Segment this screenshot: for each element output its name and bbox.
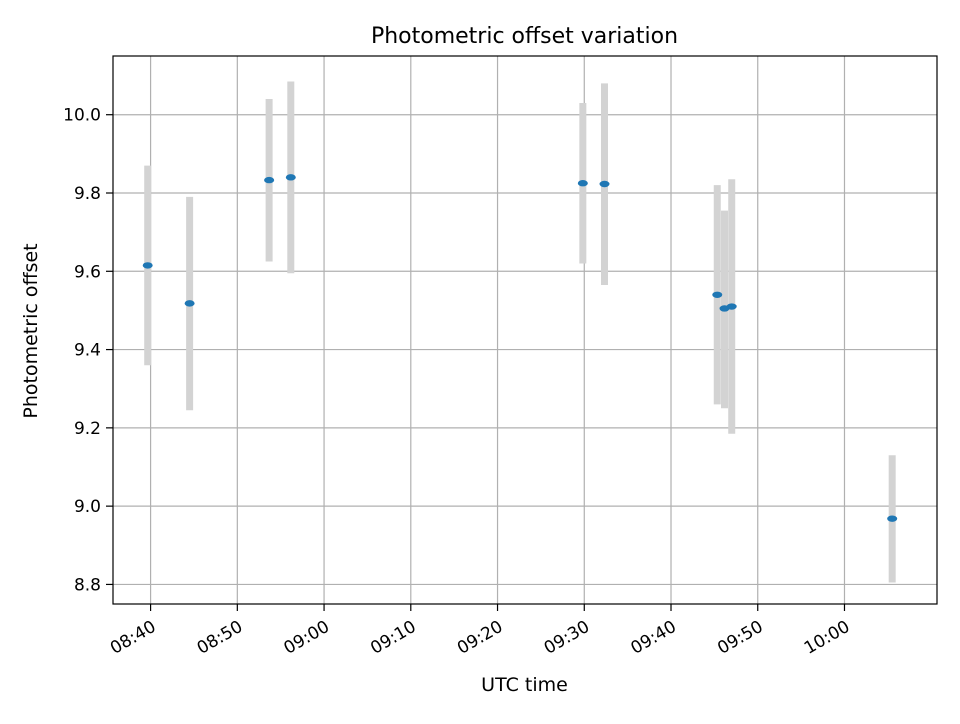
y-tick-label: 9.8 [74,184,101,204]
y-tick-label: 8.8 [74,575,101,595]
x-axis-label: UTC time [481,674,568,696]
data-point [599,180,610,188]
y-axis-ticks: 8.8 9.0 9.2 9.4 9.6 9.8 10.0 [63,106,113,595]
data-point [577,180,588,187]
data-point [142,262,153,269]
data-point [887,515,898,522]
data-point [726,303,737,310]
y-axis-label: Photometric offset [20,243,42,418]
chart-title: Photometric offset variation [371,24,678,49]
y-tick-label: 9.6 [74,262,101,282]
data-point [285,174,296,181]
data-point [712,291,723,298]
y-tick-label: 9.2 [74,419,101,439]
y-tick-label: 9.4 [74,341,101,361]
data-points [142,174,898,522]
y-tick-label: 9.0 [74,497,101,517]
y-tick-label: 10.0 [63,106,101,126]
data-point [264,176,275,184]
plot-frame [112,55,938,605]
data-point [184,300,195,307]
